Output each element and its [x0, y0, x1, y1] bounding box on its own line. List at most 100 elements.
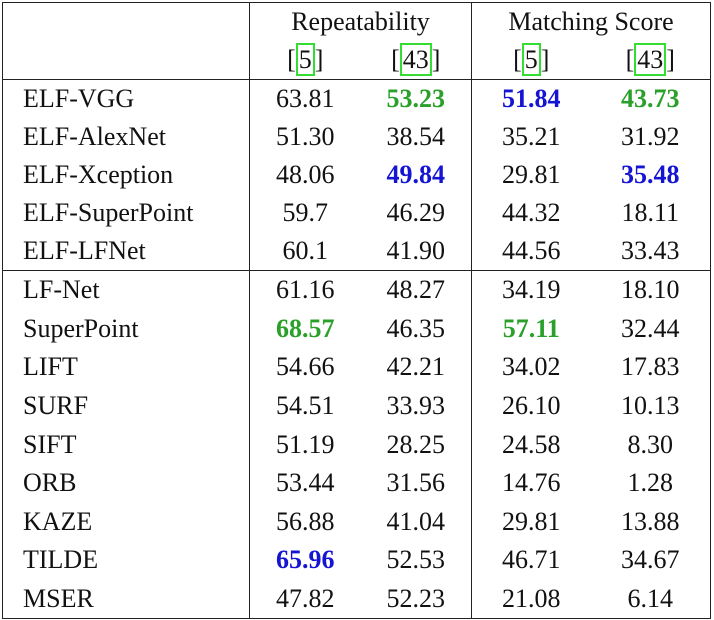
- group-header: Matching Score: [471, 2, 711, 41]
- citation-box[interactable]: 43: [634, 43, 667, 76]
- score: 21.08: [471, 579, 591, 620]
- score: 46.29: [386, 198, 446, 227]
- method-name: LF-Net: [2, 269, 250, 310]
- score: 1.28: [590, 463, 711, 503]
- table-row: ELF-VGG 63.81 53.23 51.84 43.73: [2, 79, 711, 118]
- score: 32.44: [590, 309, 711, 349]
- score: 54.66: [249, 348, 361, 387]
- score: 28.25: [386, 429, 446, 459]
- score: 8.30: [590, 425, 711, 464]
- score: 24.58: [471, 425, 591, 464]
- score: 6.14: [590, 579, 711, 620]
- header-row: Repeatability Matching Score: [2, 2, 711, 41]
- score: 63.81: [249, 79, 361, 118]
- ref[interactable]: [43]: [360, 41, 472, 80]
- score: 34.19: [471, 269, 591, 310]
- score: 10.13: [590, 386, 711, 426]
- score: 13.88: [590, 502, 711, 542]
- score: 51.84: [471, 79, 591, 118]
- method-name: ORB: [2, 463, 250, 503]
- score: 29.81: [471, 502, 591, 542]
- method-name: ELF-VGG: [2, 79, 250, 118]
- table-row: KAZE 56.88 41.04 29.81 13.88: [2, 502, 711, 542]
- ref[interactable]: [43]: [590, 41, 711, 80]
- score: 59.7: [249, 194, 361, 232]
- score: 42.21: [386, 352, 446, 382]
- score: 35.21: [471, 118, 591, 156]
- score: 48.06: [249, 156, 361, 194]
- score: 51.19: [249, 425, 361, 464]
- score: 56.88: [249, 502, 361, 542]
- score: 35.48: [590, 156, 711, 194]
- score: 57.11: [471, 309, 591, 349]
- score: 51.30: [249, 118, 361, 156]
- score: 46.35: [386, 313, 446, 343]
- table-row: SuperPoint 68.57 46.35 57.11 32.44: [2, 309, 711, 349]
- citation-box[interactable]: 5: [521, 43, 541, 76]
- score: 38.54: [386, 122, 446, 151]
- table-row: TILDE 65.96 52.53 46.71 34.67: [2, 541, 711, 580]
- score: 17.83: [590, 348, 711, 387]
- score: 44.32: [471, 194, 591, 232]
- table-row: ELF-SuperPoint 59.7 46.29 44.32 18.11: [2, 194, 711, 232]
- score: 49.84: [386, 160, 446, 189]
- table-row: ELF-AlexNet 51.30 38.54 35.21 31.92: [2, 118, 711, 156]
- score: 14.76: [471, 463, 591, 503]
- table-body: ELF-VGG 63.81 53.23 51.84 43.73 ELF-AlexNet 51…: [2, 79, 711, 620]
- ref-row: [5] [43] [5] [43]: [2, 41, 711, 80]
- score: 53.44: [249, 463, 361, 503]
- citation-box[interactable]: 43: [399, 43, 432, 76]
- corner: [2, 41, 250, 80]
- table-row: ELF-LFNet 60.1 41.90 44.56 33.43: [2, 232, 711, 271]
- table-row: SIFT 51.19 28.25 24.58 8.30: [2, 425, 711, 464]
- table-row: LF-Net 61.16 48.27 34.19 18.10: [2, 269, 711, 310]
- method-name: ELF-Xception: [2, 156, 250, 194]
- method-name: ELF-AlexNet: [2, 118, 250, 156]
- score: 29.81: [471, 156, 591, 194]
- method-name: MSER: [2, 579, 250, 620]
- score: 65.96: [249, 541, 361, 580]
- score: 18.11: [590, 194, 711, 232]
- method-name: SURF: [2, 386, 250, 426]
- ref[interactable]: [5]: [471, 41, 591, 80]
- score: 43.73: [590, 79, 711, 118]
- table-row: ORB 53.44 31.56 14.76 1.28: [2, 463, 711, 503]
- score: 46.71: [471, 541, 591, 580]
- score: 54.51: [249, 386, 361, 426]
- score: 31.92: [590, 118, 711, 156]
- score: 44.56: [471, 232, 591, 271]
- method-name: LIFT: [2, 348, 250, 387]
- score: 52.53: [386, 545, 446, 575]
- score: 31.56: [386, 468, 446, 498]
- group-header: Repeatability: [249, 2, 472, 41]
- score: 68.57: [249, 309, 361, 349]
- score: 41.04: [386, 506, 446, 536]
- table-row: MSER 47.82 52.23 21.08 6.14: [2, 579, 711, 620]
- method-name: ELF-LFNet: [2, 232, 250, 271]
- table-row: LIFT 54.66 42.21 34.02 17.83: [2, 348, 711, 387]
- score: 34.67: [590, 541, 711, 580]
- score: 41.90: [386, 236, 446, 265]
- score: 53.23: [386, 84, 446, 113]
- score: 60.1: [249, 232, 361, 271]
- score: 26.10: [471, 386, 591, 426]
- method-name: SIFT: [2, 425, 250, 464]
- corner: [2, 2, 250, 41]
- score: 52.23: [360, 579, 472, 620]
- method-name: TILDE: [2, 541, 250, 580]
- method-name: ELF-SuperPoint: [2, 194, 250, 232]
- ref[interactable]: [5]: [249, 41, 361, 80]
- score: 47.82: [249, 579, 361, 620]
- method-name: SuperPoint: [2, 309, 250, 349]
- score: 33.43: [590, 232, 711, 271]
- score: 61.16: [249, 269, 361, 310]
- table-row: ELF-Xception 48.06 49.84 29.81 35.48: [2, 156, 711, 194]
- citation-box[interactable]: 5: [295, 43, 315, 76]
- method-name: KAZE: [2, 502, 250, 542]
- table-row: SURF 54.51 33.93 26.10 10.13: [2, 386, 711, 426]
- score: 33.93: [386, 391, 446, 421]
- score: 48.27: [360, 269, 472, 310]
- score: 18.10: [590, 269, 711, 310]
